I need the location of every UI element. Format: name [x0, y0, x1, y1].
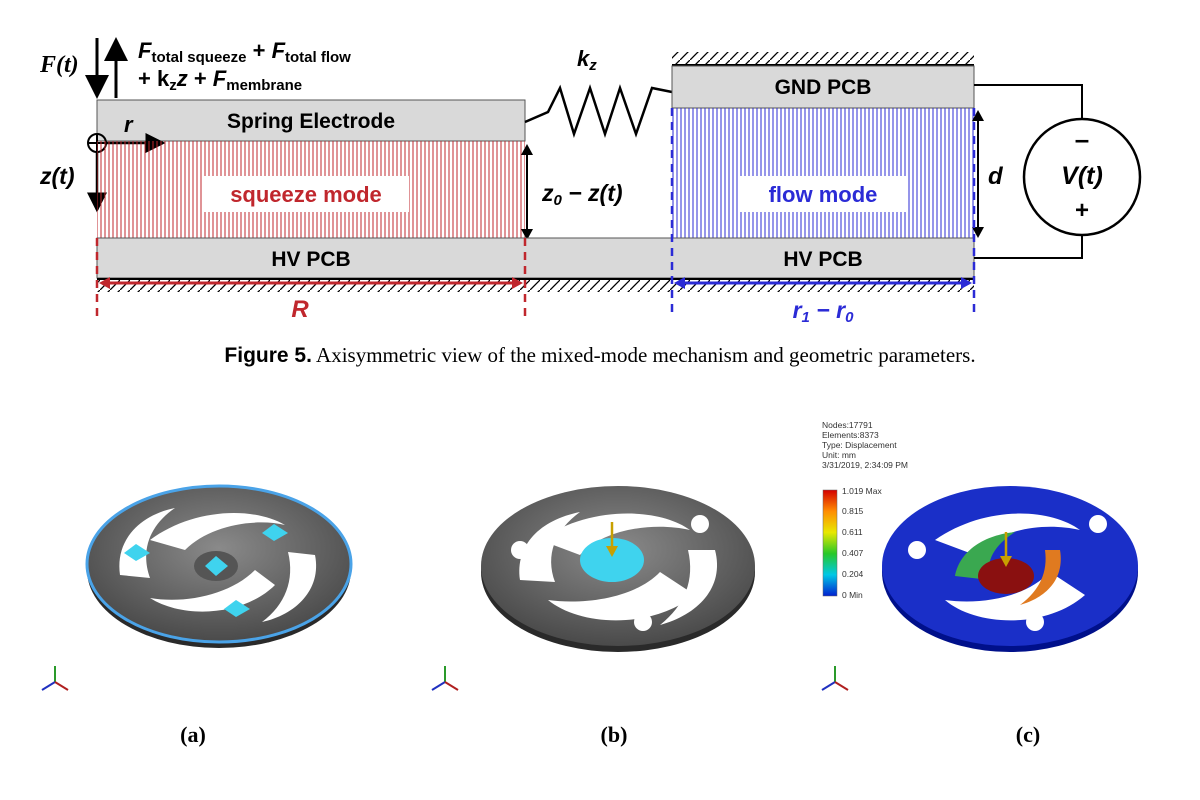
flow-region: [672, 108, 974, 238]
legend-label: 0.815: [842, 506, 864, 516]
hv-pcb-left-label: HV PCB: [271, 248, 350, 271]
fea-unit: Unit: mm: [822, 450, 856, 460]
r-label: r: [124, 112, 134, 137]
r1-r0-label: r1 − r0: [793, 297, 854, 326]
squeeze-mode-label: squeeze mode: [230, 182, 382, 207]
fea-date: 3/31/2019, 2:34:09 PM: [822, 460, 909, 470]
flow-mode-label: flow mode: [769, 182, 878, 207]
displacement-legend-bar: [822, 489, 838, 597]
panel-a-disk: [85, 484, 353, 648]
gnd-pcb-label: GND PCB: [775, 76, 872, 99]
gap-label: z0 − z(t): [541, 180, 623, 209]
voltage-plus: +: [1075, 197, 1089, 224]
mechanism-schematic: F(t) Ftotal squeeze + Ftotal flow + kzz …: [39, 37, 1142, 326]
subfigure-label-c: (c): [1015, 722, 1041, 747]
d-label: d: [988, 163, 1004, 190]
legend-label: 0.204: [842, 569, 864, 579]
hv-pcb-bar: [96, 237, 975, 279]
voltage-wire-bottom: [974, 236, 1083, 259]
axis-triad-c: [821, 666, 849, 691]
axis-triad-a: [41, 666, 69, 691]
subfigure-label-b: (b): [600, 722, 628, 747]
spring-electrode: [96, 99, 526, 142]
spring-electrode-label: Spring Electrode: [227, 110, 395, 133]
caption-number: Figure 5.: [224, 344, 312, 367]
caption-text: Axisymmetric view of the mixed-mode mech…: [316, 343, 976, 367]
hv-pcb-right-label: HV PCB: [783, 248, 862, 271]
fea-type: Type: Displacement: [822, 440, 897, 450]
fea-info-block: Nodes:17791 Elements:8373 Type: Displace…: [822, 420, 908, 470]
force-label: F(t): [39, 52, 79, 78]
legend-label: 0.407: [842, 548, 864, 558]
legend-label: 0.611: [842, 527, 863, 537]
legend-label: 0 Min: [842, 590, 863, 600]
z-label: z(t): [39, 163, 74, 189]
fea-panels: [41, 484, 1138, 691]
force-equation-line1: Ftotal squeeze + Ftotal flow: [138, 38, 351, 66]
top-ground-hatch: [672, 52, 974, 65]
voltage-label: V(t): [1061, 162, 1103, 190]
voltage-minus: –: [1075, 124, 1089, 154]
figure-caption: Figure 5. Axisymmetric view of the mixed…: [0, 343, 1200, 368]
voltage-source: [1022, 117, 1142, 237]
subfigure-label-a: (a): [180, 722, 206, 747]
voltage-wire-top: [974, 84, 1083, 118]
legend-label: 1.019 Max: [842, 486, 882, 496]
panel-b-disk: [481, 486, 755, 652]
panel-c-disk: [882, 486, 1138, 652]
gnd-pcb: [671, 65, 975, 109]
spring-kz: [524, 84, 673, 139]
axis-triad-b: [431, 666, 459, 691]
spring-constant-label: kz: [577, 46, 597, 74]
force-equation-line2: + kzz + Fmembrane: [138, 66, 302, 94]
fea-elements: Elements:8373: [822, 430, 879, 440]
R-label: R: [291, 296, 309, 323]
fea-nodes: Nodes:17791: [822, 420, 873, 430]
